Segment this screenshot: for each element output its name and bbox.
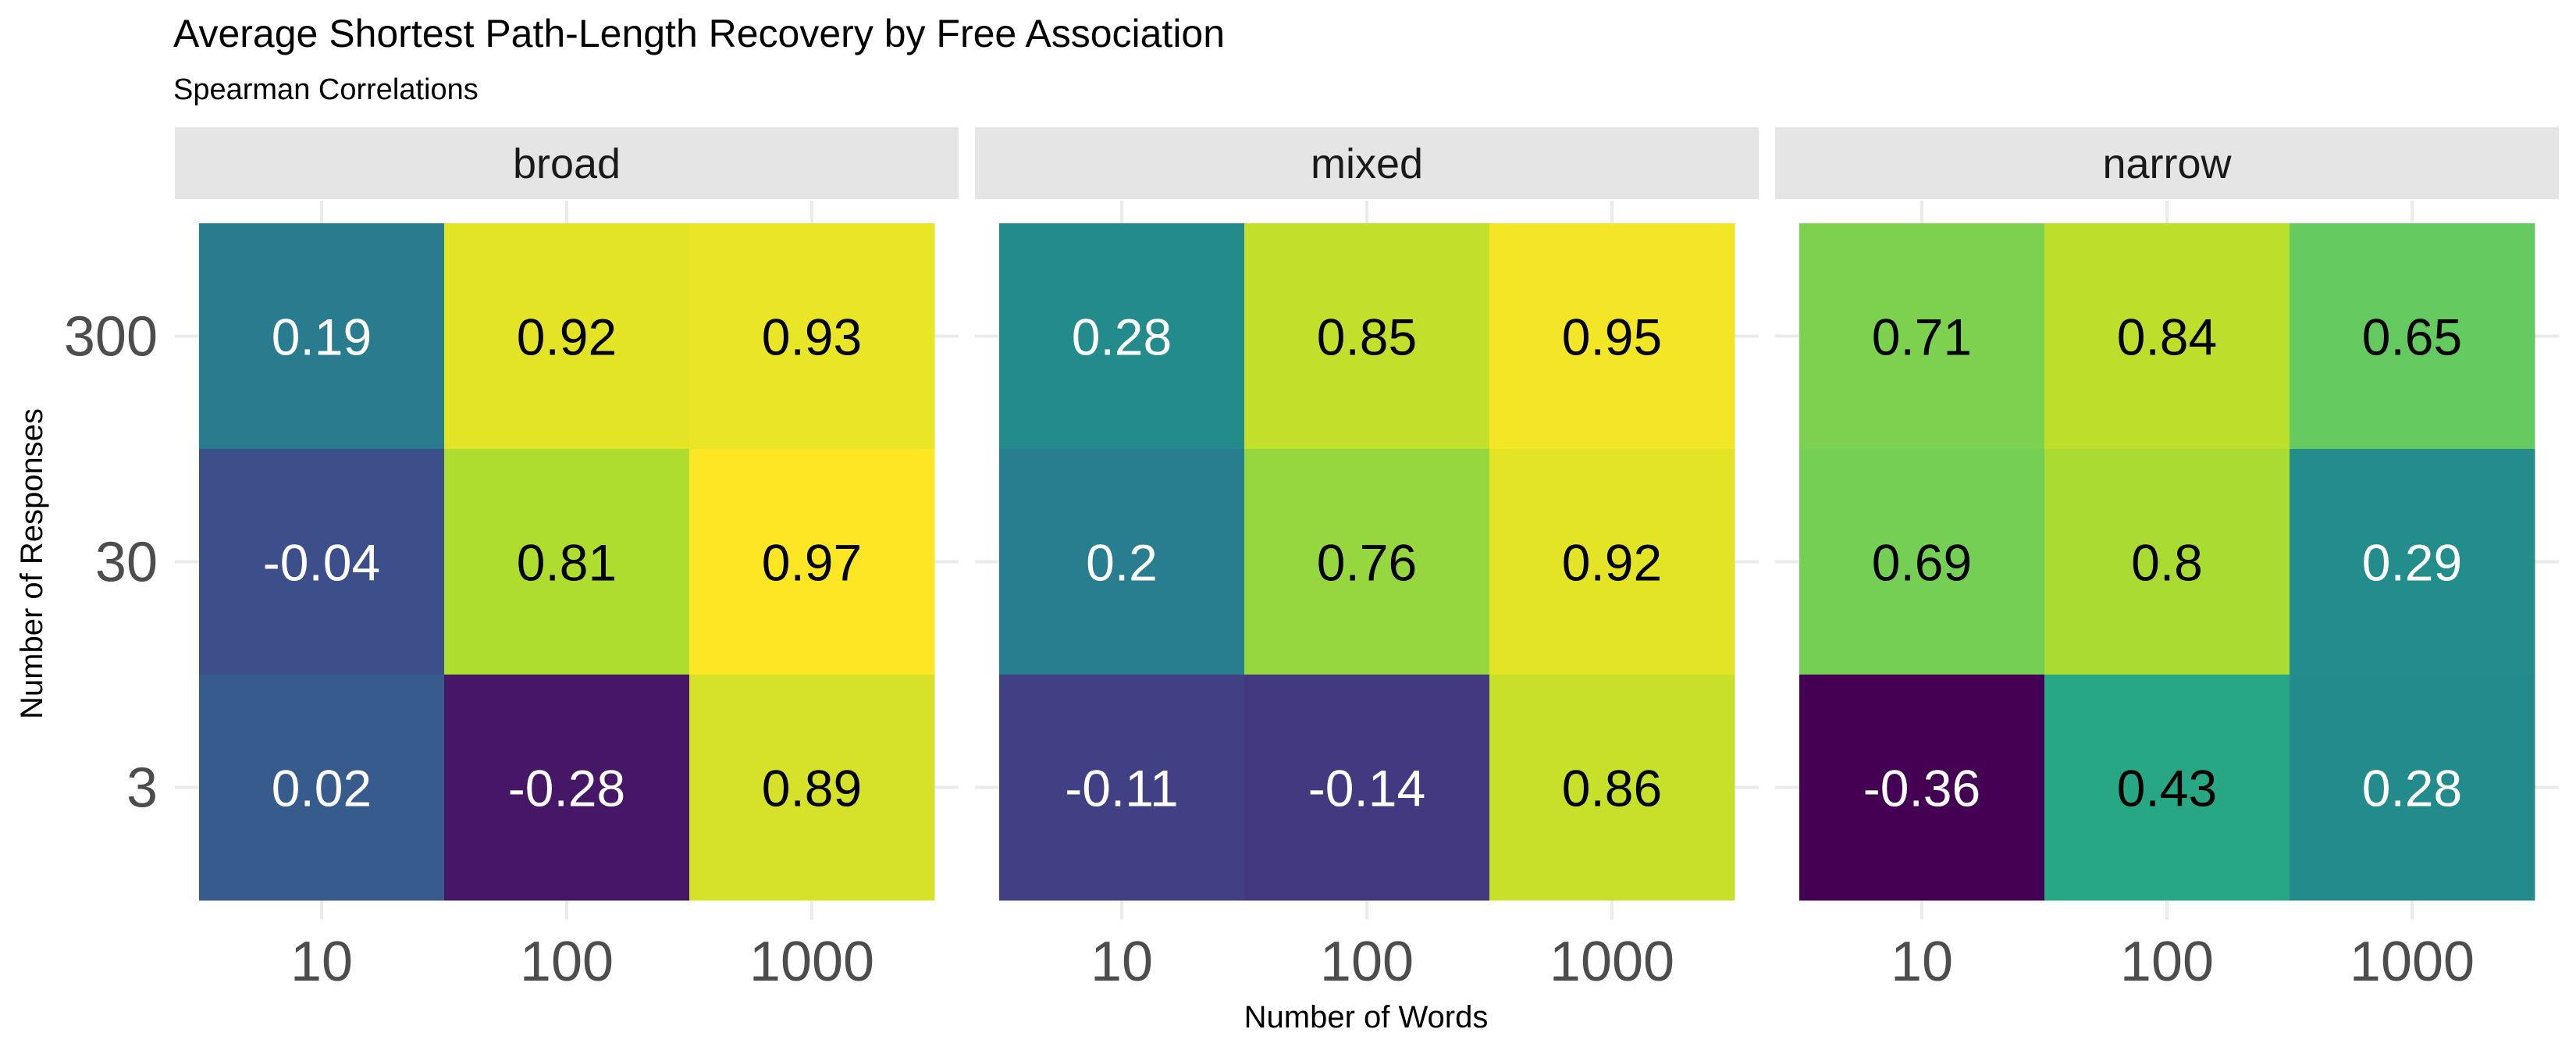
- cell-value-label: -0.11: [1065, 760, 1179, 817]
- facet-panel-mixed: mixed 0.28 0.85 0.95 0.2 0.76 0.92 -0.11 -0.14 0.…: [975, 127, 1759, 993]
- heatmap-cell: [444, 449, 690, 675]
- chart-title: Average Shortest Path-Length Recovery by…: [173, 12, 1225, 55]
- cell-value-label: 0.89: [762, 760, 862, 817]
- cell-value-label: 0.2: [1086, 534, 1158, 592]
- heatmap-cell: [1799, 449, 2045, 675]
- cell-value-label: 0.19: [272, 308, 372, 366]
- chart-subtitle: Spearman Correlations: [173, 73, 479, 106]
- cell-value-label: 0.93: [762, 308, 862, 366]
- heatmap-cell: [1244, 449, 1490, 675]
- cell-value-label: 0.28: [2362, 760, 2462, 817]
- cell-value-label: 0.85: [1317, 308, 1417, 366]
- cell-value-label: 0.95: [1562, 308, 1662, 366]
- y-axis-title: Number of Responses: [15, 408, 49, 719]
- x-tick-label: 100: [520, 931, 614, 993]
- cell-value-label: 0.02: [272, 760, 372, 817]
- facet-strip: [175, 127, 959, 199]
- cell-value-label: 0.76: [1317, 534, 1417, 592]
- cell-value-label: -0.04: [263, 534, 380, 592]
- heatmap-cell: [1244, 675, 1490, 901]
- heatmap-cell: [1489, 675, 1735, 901]
- heatmap-cell: [1799, 223, 2045, 450]
- heatmap-cell: [1489, 223, 1735, 450]
- facet-strip: [1775, 127, 2559, 199]
- cell-value-label: 0.71: [1872, 308, 1972, 366]
- heatmap-cell: [2290, 449, 2535, 675]
- heatmap-cell: [199, 675, 445, 901]
- x-tick-label: 1000: [2350, 931, 2475, 993]
- x-tick-label: 100: [1320, 931, 1414, 993]
- heatmap-cell: [2044, 675, 2290, 901]
- heatmap-cell: [2290, 675, 2535, 901]
- cell-value-label: 0.92: [517, 308, 617, 366]
- x-tick-label: 10: [1091, 931, 1153, 993]
- facet-panels: broad 0.19 0.92 0.93 -0.04 0.81 0.97 0.02 -0.28 0…: [64, 127, 2559, 993]
- cell-value-label: 0.8: [2131, 534, 2203, 592]
- heatmap-cell: [689, 675, 935, 901]
- heatmap-cell: [444, 223, 690, 450]
- cell-value-label: 0.65: [2362, 308, 2462, 366]
- cell-value-label: 0.97: [762, 534, 862, 592]
- y-tick-label: 300: [64, 306, 158, 369]
- heatmap-cell: [199, 449, 445, 675]
- cell-value-label: -0.28: [508, 760, 625, 817]
- cell-value-label: 0.69: [1872, 534, 1972, 592]
- cell-value-label: 0.86: [1562, 760, 1662, 817]
- heatmap-cell: [2044, 449, 2290, 675]
- facet-panel-broad: broad 0.19 0.92 0.93 -0.04 0.81 0.97 0.02 -0.28 0…: [175, 127, 959, 993]
- cell-value-label: -0.36: [1863, 760, 1980, 817]
- facet-strip-label: broad: [513, 141, 621, 187]
- heatmap-cell: [199, 223, 445, 450]
- cell-value-label: 0.43: [2117, 760, 2217, 817]
- x-axis-title: Number of Words: [1244, 1000, 1489, 1034]
- cell-value-label: 0.81: [517, 534, 617, 592]
- x-tick-label: 1000: [1550, 931, 1674, 993]
- heatmap-cell: [1799, 675, 2045, 901]
- heatmap-cell: [2044, 223, 2290, 450]
- heatmap-cell: [1244, 223, 1490, 450]
- x-tick-label: 10: [1891, 931, 1953, 993]
- cell-value-label: 0.84: [2117, 308, 2217, 366]
- heatmap-cell: [2290, 223, 2535, 450]
- heatmap-cell: [999, 449, 1245, 675]
- cell-value-label: 0.29: [2362, 534, 2462, 592]
- facet-strip-label: mixed: [1311, 141, 1423, 187]
- y-tick-label: 30: [95, 532, 158, 594]
- heatmap-cell: [999, 675, 1245, 901]
- facet-strip: [975, 127, 1759, 199]
- x-tick-label: 10: [290, 931, 353, 993]
- heatmap-cell: [689, 449, 935, 675]
- cell-value-label: 0.92: [1562, 534, 1662, 592]
- heatmap-cell: [689, 223, 935, 450]
- heatmap-cell: [999, 223, 1245, 450]
- cell-value-label: 0.28: [1072, 308, 1172, 366]
- facet-strip-label: narrow: [2102, 141, 2232, 187]
- facet-panel-narrow: narrow 0.71 0.84 0.65 0.69 0.8 0.29 -0.36 0.43 0.…: [1775, 127, 2559, 993]
- heatmap-cell: [1489, 449, 1735, 675]
- heatmap-cell: [444, 675, 690, 901]
- cell-value-label: -0.14: [1308, 760, 1425, 817]
- x-tick-label: 100: [2120, 931, 2214, 993]
- y-tick-label: 3: [126, 757, 158, 820]
- x-tick-label: 1000: [749, 931, 874, 993]
